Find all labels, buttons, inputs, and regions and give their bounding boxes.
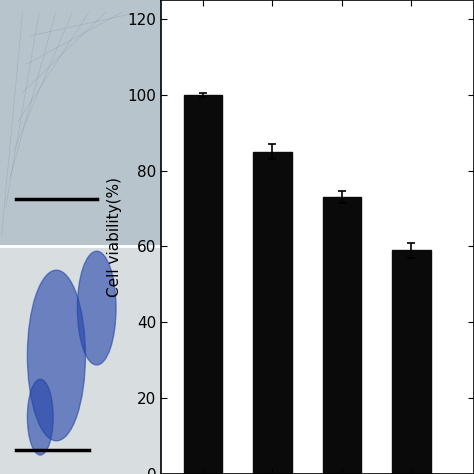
- Circle shape: [27, 379, 53, 455]
- Circle shape: [77, 251, 116, 365]
- Circle shape: [27, 270, 85, 441]
- Y-axis label: Cell viability(%): Cell viability(%): [107, 177, 122, 297]
- FancyBboxPatch shape: [0, 0, 161, 246]
- Bar: [184, 95, 222, 474]
- Bar: [323, 197, 361, 474]
- Bar: [253, 152, 292, 474]
- Bar: [392, 250, 430, 474]
- FancyBboxPatch shape: [0, 246, 161, 474]
